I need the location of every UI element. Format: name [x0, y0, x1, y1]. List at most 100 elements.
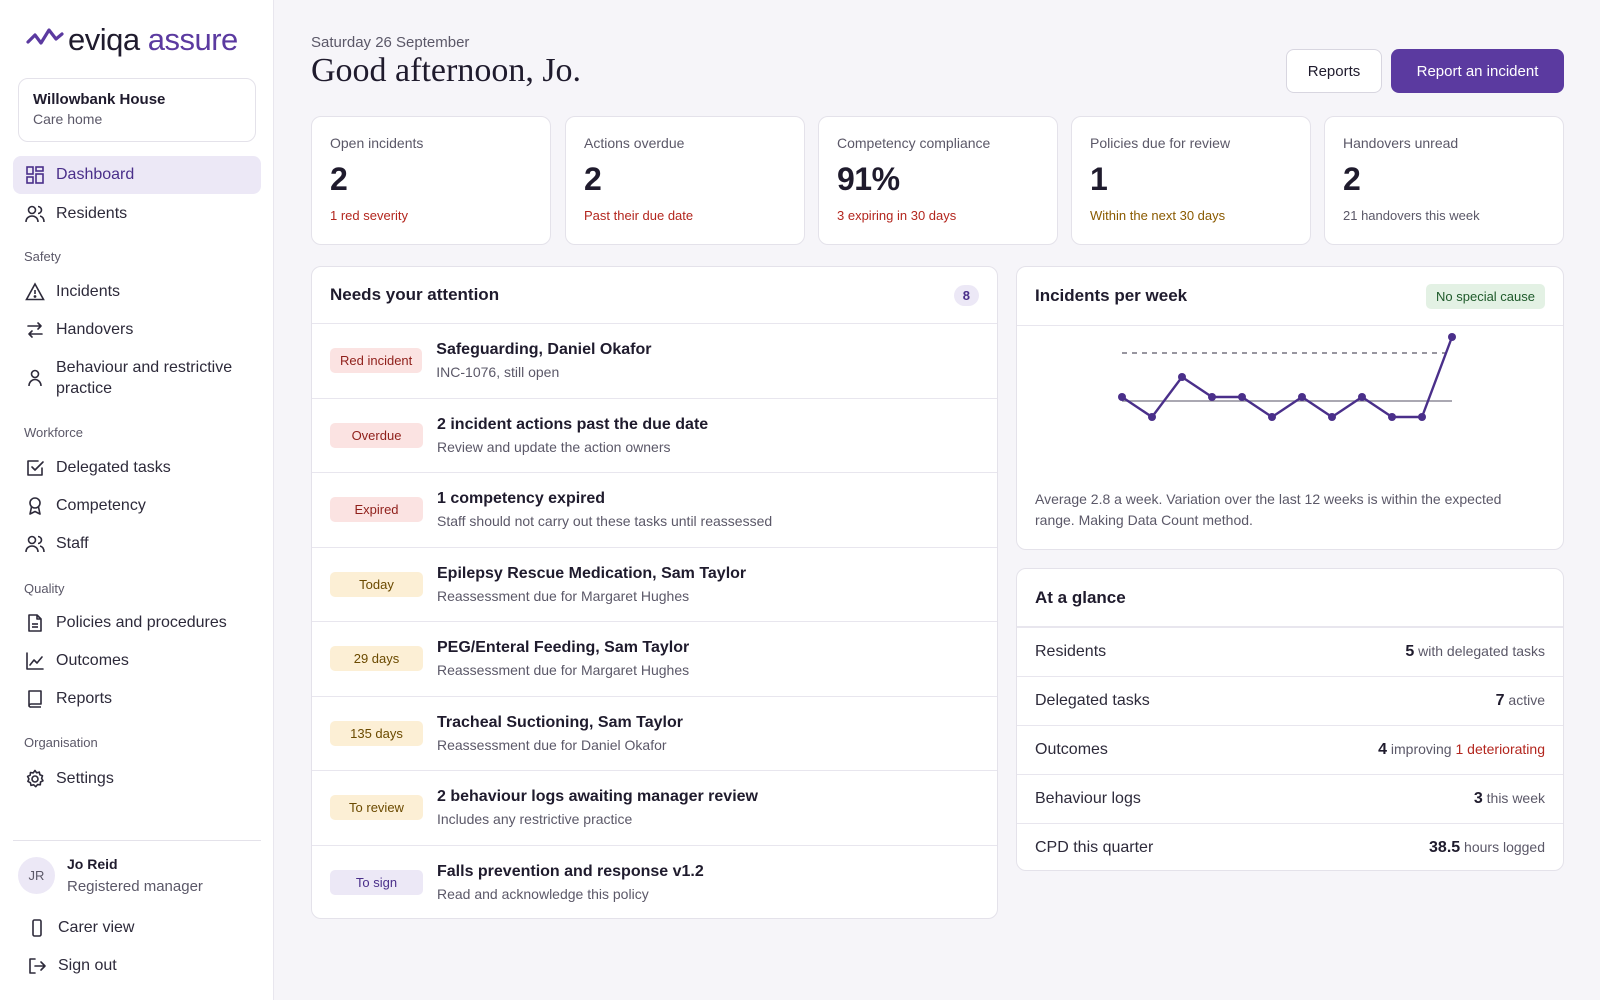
nav-incidents[interactable]: Incidents [13, 273, 261, 311]
stat-card-open-incidents[interactable]: Open incidents 2 1 red severity [311, 116, 551, 245]
warning-icon [25, 282, 45, 302]
nav-residents[interactable]: Residents [13, 195, 261, 233]
attention-item[interactable]: To sign Falls prevention and response v1… [312, 846, 997, 919]
item-title: 2 behaviour logs awaiting manager review [437, 788, 758, 806]
nav-label: Reports [56, 690, 113, 707]
status-badge: Today [330, 571, 423, 597]
nav-dashboard[interactable]: Dashboard [13, 156, 261, 194]
data-point [1448, 333, 1456, 341]
stat-value: 1 [1090, 161, 1108, 197]
nav-handovers[interactable]: Handovers [13, 311, 261, 349]
nav-label: Dashboard [56, 166, 135, 183]
stat-label: Handovers unread [1343, 135, 1459, 151]
chart-header: Incidents per week No special cause [1017, 267, 1563, 326]
attention-item[interactable]: Red incident Safeguarding, Daniel Okafor… [312, 324, 997, 399]
nav-competency[interactable]: Competency [13, 487, 261, 525]
nav-delegated-tasks[interactable]: Delegated tasks [13, 449, 261, 487]
line-chart-icon [25, 651, 45, 671]
stat-card-policies-due[interactable]: Policies due for review 1 Within the nex… [1071, 116, 1311, 245]
row-label: CPD this quarter [1035, 839, 1154, 856]
data-point [1268, 413, 1276, 421]
nav-staff[interactable]: Staff [13, 525, 261, 563]
avatar[interactable]: JR [18, 857, 55, 894]
stat-card-handovers-unread[interactable]: Handovers unread 2 21 handovers this wee… [1324, 116, 1564, 245]
nav-outcomes[interactable]: Outcomes [13, 642, 261, 680]
status-badge: Red incident [330, 348, 423, 374]
glance-row-residents[interactable]: Residents 5 with delegated tasks [1017, 627, 1563, 676]
phone-icon [27, 918, 47, 938]
attention-item[interactable]: To review 2 behaviour logs awaiting mana… [312, 771, 997, 846]
attention-item[interactable]: 135 days Tracheal Suctioning, Sam Taylor… [312, 697, 997, 771]
at-a-glance-panel: At a glance Residents 5 with delegated t… [1016, 568, 1564, 871]
stat-note: 21 handovers this week [1343, 208, 1480, 223]
item-title: PEG/Enteral Feeding, Sam Taylor [437, 639, 690, 657]
data-point [1328, 413, 1336, 421]
item-title: 1 competency expired [437, 490, 606, 508]
nav-label: Behaviour and restrictive practice [56, 359, 233, 397]
data-point [1118, 393, 1126, 401]
attention-item[interactable]: 29 days PEG/Enteral Feeding, Sam Taylor R… [312, 622, 997, 697]
attention-item[interactable]: Overdue 2 incident actions past the due … [312, 399, 997, 473]
stat-note: 3 expiring in 30 days [837, 208, 957, 223]
nav-section-quality: Quality [24, 581, 65, 596]
reports-button[interactable]: Reports [1286, 49, 1382, 93]
attention-panel: Needs your attention 8 Red incident Safe… [311, 266, 998, 919]
arrows-swap-icon [25, 320, 45, 340]
stat-card-competency-compliance[interactable]: Competency compliance 91% 3 expiring in … [818, 116, 1058, 245]
row-value: 5 with delegated tasks [1405, 643, 1545, 660]
logo[interactable]: eviqa assure [26, 20, 238, 60]
data-point [1208, 393, 1216, 401]
nav-behaviour[interactable]: Behaviour and restrictive practice [13, 355, 261, 401]
glance-row-outcomes[interactable]: Outcomes 4 improving 1 deteriorating [1017, 725, 1563, 774]
item-subtitle: Reassessment due for Margaret Hughes [437, 587, 690, 604]
nav-reports[interactable]: Reports [13, 680, 261, 718]
site-type: Care home [33, 111, 103, 127]
attention-item[interactable]: Today Epilepsy Rescue Medication, Sam Ta… [312, 548, 997, 622]
nav-label: Incidents [56, 283, 121, 300]
stat-note: 1 red severity [330, 208, 409, 223]
stat-value: 91% [837, 161, 900, 197]
attention-item[interactable]: Expired 1 competency expired Staff should… [312, 473, 997, 548]
sign-out-icon [27, 956, 47, 976]
nav-section-safety: Safety [24, 249, 61, 264]
person-icon [25, 368, 45, 388]
site-selector[interactable]: Willowbank House Care home [18, 78, 256, 142]
nav-label: Staff [56, 535, 89, 552]
incidents-chart-panel: Incidents per week No special cause Aver… [1016, 266, 1564, 550]
panel-title: At a glance [1035, 587, 1126, 607]
item-subtitle: Staff should not carry out these tasks u… [437, 513, 773, 530]
stat-value: 2 [1343, 161, 1361, 197]
row-label: Outcomes [1035, 741, 1108, 758]
nav-label: Settings [56, 770, 114, 787]
user-role: Registered manager [67, 878, 203, 895]
nav-label: Handovers [56, 321, 134, 338]
status-badge: Overdue [330, 422, 423, 448]
count-badge: 8 [953, 284, 979, 306]
row-value: 3 this week [1473, 790, 1545, 807]
nav-sign-out[interactable]: Sign out [15, 947, 263, 985]
glance-row-behaviour-logs[interactable]: Behaviour logs 3 this week [1017, 774, 1563, 823]
item-title: Safeguarding, Daniel Okafor [436, 341, 652, 359]
document-icon [25, 613, 45, 633]
row-label: Delegated tasks [1035, 692, 1150, 709]
nav-label: Carer view [58, 919, 135, 936]
site-name: Willowbank House [33, 91, 166, 108]
report-incident-button[interactable]: Report an incident [1391, 49, 1564, 93]
nav-policies[interactable]: Policies and procedures [13, 604, 261, 642]
nav-settings[interactable]: Settings [13, 760, 261, 798]
incidents-line-chart [1118, 333, 1456, 421]
page-title: Good afternoon, Jo. [311, 52, 582, 89]
nav-carer-view[interactable]: Carer view [15, 909, 263, 947]
status-badge: No special cause [1426, 283, 1545, 309]
status-badge: 29 days [330, 646, 423, 672]
data-point [1418, 413, 1426, 421]
stat-value: 2 [584, 161, 602, 197]
glance-row-delegated-tasks[interactable]: Delegated tasks 7 active [1017, 676, 1563, 725]
glance-row-cpd[interactable]: CPD this quarter 38.5 hours logged [1017, 823, 1563, 870]
sidebar: eviqa assure Willowbank House Care home … [0, 0, 274, 1000]
dashboard-icon [25, 165, 45, 185]
item-title: Tracheal Suctioning, Sam Taylor [437, 713, 683, 731]
stat-card-actions-overdue[interactable]: Actions overdue 2 Past their due date [565, 116, 805, 245]
item-subtitle: Review and update the action owners [437, 438, 671, 455]
status-badge: To review [330, 795, 423, 821]
